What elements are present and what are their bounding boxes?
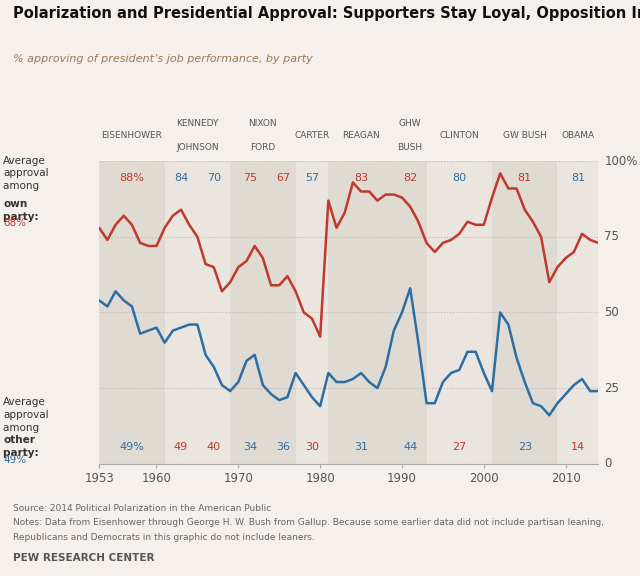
Text: own
party:: own party: — [3, 199, 42, 222]
Text: 0: 0 — [604, 457, 612, 470]
Text: 49%: 49% — [120, 442, 145, 452]
Text: 75: 75 — [604, 230, 620, 244]
Text: 49%: 49% — [3, 455, 26, 465]
Text: NIXON: NIXON — [248, 119, 277, 128]
Bar — [492, 161, 557, 464]
Bar — [296, 161, 328, 464]
Text: 81: 81 — [518, 173, 532, 183]
Bar — [557, 161, 598, 464]
Text: Polarization and Presidential Approval: Supporters Stay Loyal, Opposition Intens: Polarization and Presidential Approval: … — [13, 6, 640, 21]
Text: 27: 27 — [452, 442, 467, 452]
Text: EISENHOWER: EISENHOWER — [102, 131, 163, 140]
Text: 100%: 100% — [604, 155, 638, 168]
Text: Average
approval
among: Average approval among — [3, 156, 49, 191]
Text: 67: 67 — [276, 173, 291, 183]
Text: 50: 50 — [604, 306, 619, 319]
Text: 40: 40 — [207, 442, 221, 452]
Text: 75: 75 — [244, 173, 258, 183]
Text: REAGAN: REAGAN — [342, 131, 380, 140]
Text: BUSH: BUSH — [397, 143, 423, 152]
Text: Notes: Data from Eisenhower through George H. W. Bush from Gallup. Because some : Notes: Data from Eisenhower through Geor… — [13, 518, 604, 528]
Text: Republicans and Democrats in this graphic do not include leaners.: Republicans and Democrats in this graphi… — [13, 533, 314, 542]
Bar — [328, 161, 394, 464]
Bar — [164, 161, 230, 464]
Text: GW BUSH: GW BUSH — [503, 131, 547, 140]
Bar — [394, 161, 426, 464]
Text: 23: 23 — [518, 442, 532, 452]
Text: 30: 30 — [305, 442, 319, 452]
Bar — [230, 161, 296, 464]
Text: Source: 2014 Political Polarization in the American Public: Source: 2014 Political Polarization in t… — [13, 504, 271, 513]
Text: 14: 14 — [571, 442, 585, 452]
Text: 80: 80 — [452, 173, 467, 183]
Text: 49: 49 — [174, 442, 188, 452]
Text: 82: 82 — [403, 173, 417, 183]
Text: OBAMA: OBAMA — [561, 131, 595, 140]
Text: 70: 70 — [207, 173, 221, 183]
Bar — [426, 161, 492, 464]
Text: 88%: 88% — [3, 218, 26, 228]
Text: Average
approval
among: Average approval among — [3, 397, 49, 433]
Text: 25: 25 — [604, 381, 620, 395]
Text: CLINTON: CLINTON — [440, 131, 479, 140]
Text: 83: 83 — [354, 173, 368, 183]
Text: 34: 34 — [244, 442, 258, 452]
Text: KENNEDY: KENNEDY — [176, 119, 219, 128]
Bar — [99, 161, 164, 464]
Text: 36: 36 — [276, 442, 291, 452]
Text: 84: 84 — [174, 173, 188, 183]
Text: PEW RESEARCH CENTER: PEW RESEARCH CENTER — [13, 553, 154, 563]
Text: 31: 31 — [354, 442, 368, 452]
Text: 44: 44 — [403, 442, 417, 452]
Text: 57: 57 — [305, 173, 319, 183]
Text: % approving of president’s job performance, by party: % approving of president’s job performan… — [13, 54, 312, 64]
Text: 88%: 88% — [120, 173, 145, 183]
Text: other
party:: other party: — [3, 435, 42, 458]
Text: CARTER: CARTER — [294, 131, 330, 140]
Text: GHW: GHW — [399, 119, 422, 128]
Text: JOHNSON: JOHNSON — [176, 143, 219, 152]
Text: FORD: FORD — [250, 143, 275, 152]
Text: 81: 81 — [571, 173, 585, 183]
